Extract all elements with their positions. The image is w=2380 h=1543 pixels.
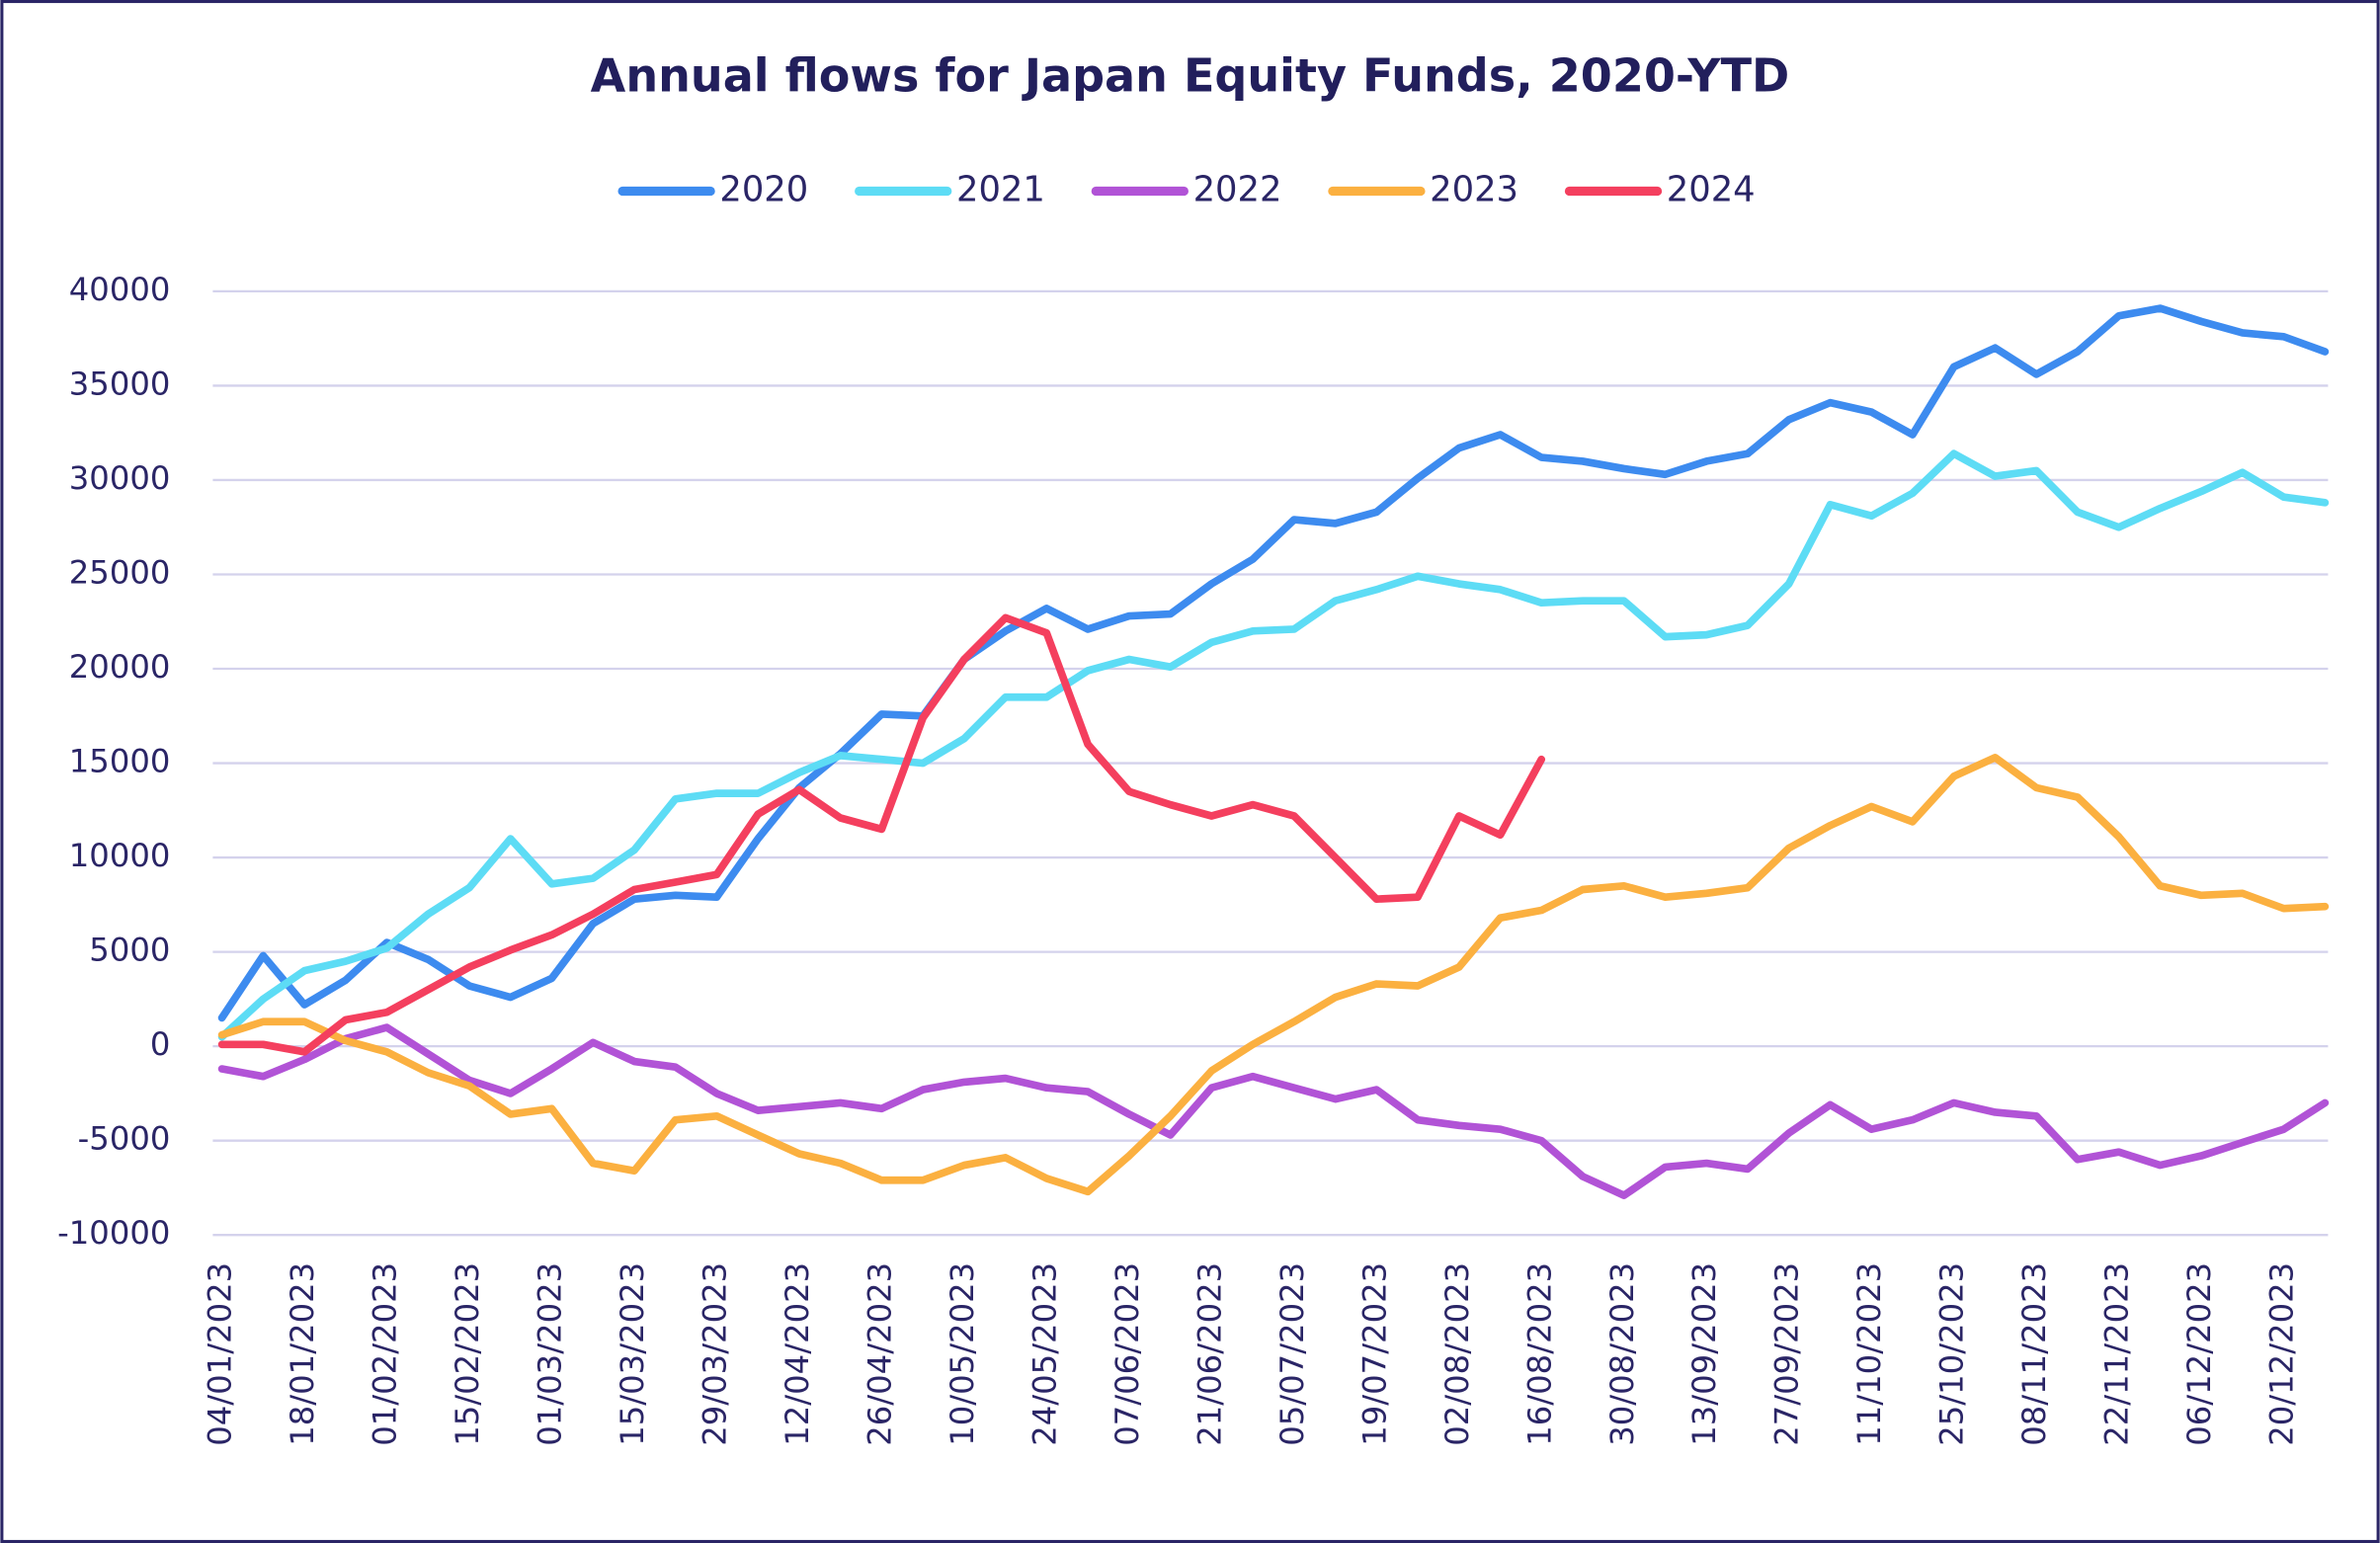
x-tick-label: 07/06/2023 [1108,1262,1146,1446]
legend-label: 2020 [719,170,808,210]
x-tick-label: 20/12/2023 [2263,1262,2301,1446]
legend-label: 2023 [1430,170,1518,210]
x-tick-label: 01/03/2023 [532,1262,569,1446]
y-tick-label: 25000 [69,553,171,591]
x-tick-label: 12/04/2023 [779,1262,816,1446]
chart-title: Annual flows for Japan Equity Funds, 202… [591,48,1790,102]
x-tick-label: 10/05/2023 [944,1262,981,1446]
y-tick-label: 0 [150,1025,171,1063]
series-line [217,754,2330,1196]
y-tick-label: 35000 [69,365,171,402]
x-tick-label: 22/11/2023 [2098,1262,2136,1446]
series-line [217,304,2330,1022]
x-tick-label: 06/12/2023 [2180,1262,2218,1446]
y-tick-label: 5000 [89,932,170,969]
y-tick-label: 15000 [69,743,171,780]
x-tick-label: 26/04/2023 [861,1262,898,1446]
x-tick-label: 13/09/2023 [1685,1262,1723,1446]
x-tick-label: 24/05/2023 [1026,1262,1063,1446]
legend-label: 2024 [1667,170,1756,210]
y-tick-label: 30000 [69,459,171,497]
y-tick-label: 10000 [69,837,171,874]
x-tick-label: 18/01/2023 [284,1262,321,1446]
x-tick-label: 04/01/2023 [202,1262,239,1446]
y-tick-label: 20000 [69,648,171,686]
x-tick-label: 02/08/2023 [1438,1262,1476,1446]
x-tick-label: 08/11/2023 [2015,1262,2053,1446]
y-tick-label: -10000 [57,1214,170,1252]
x-tick-label: 15/03/2023 [614,1262,651,1446]
x-tick-label: 27/09/2023 [1768,1262,1806,1446]
x-tick-label: 25/10/2023 [1933,1262,1971,1446]
y-tick-label: 40000 [69,271,171,308]
x-tick-label: 30/08/2023 [1603,1262,1641,1446]
x-tick-label: 16/08/2023 [1520,1262,1558,1446]
x-tick-label: 11/10/2023 [1850,1262,1888,1446]
x-tick-label: 05/07/2023 [1273,1262,1311,1446]
x-tick-label: 21/06/2023 [1190,1262,1228,1446]
series-line [217,449,2330,1041]
series-line [217,1023,2330,1199]
x-tick-label: 19/07/2023 [1355,1262,1393,1446]
x-tick-label: 01/02/2023 [367,1262,404,1446]
y-tick-label: -5000 [78,1120,171,1158]
series-line [217,613,1546,1056]
x-tick-label: 29/03/2023 [696,1262,733,1446]
legend-label: 2022 [1193,170,1282,210]
x-tick-label: 15/02/2023 [449,1262,486,1446]
legend-label: 2021 [956,170,1045,210]
